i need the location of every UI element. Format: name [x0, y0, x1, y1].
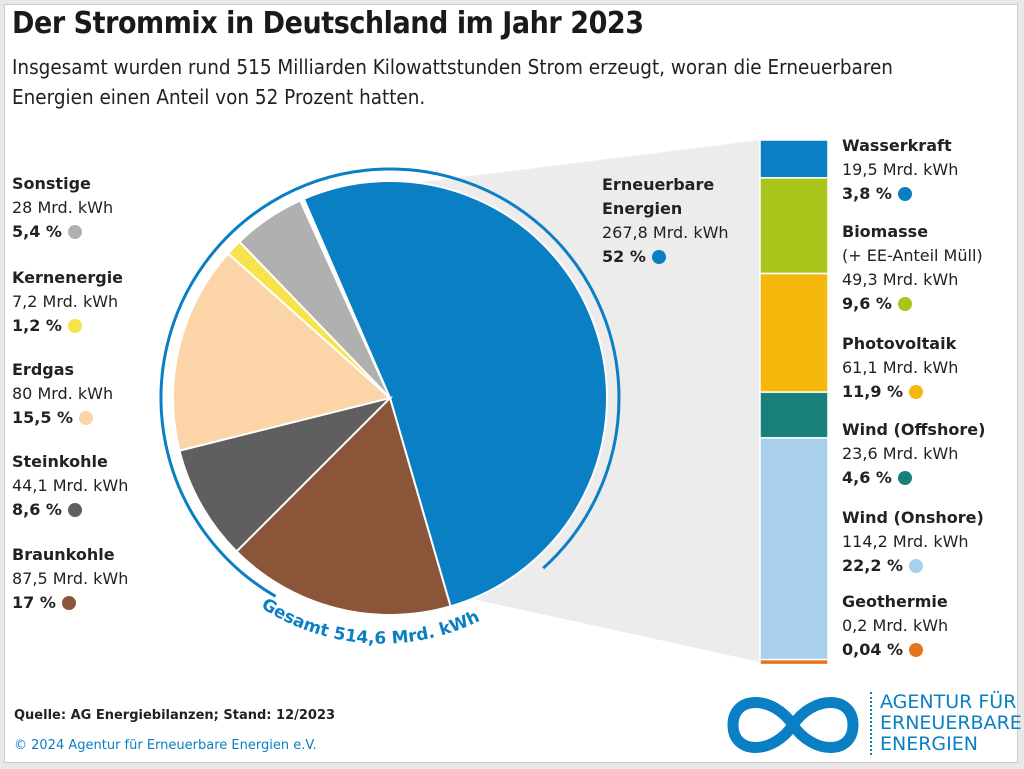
color-dot-icon	[651, 250, 666, 264]
infinity-logo-icon	[727, 697, 859, 753]
legend-percent: 3,8 %	[842, 184, 892, 203]
legend-percent: 22,2 %	[842, 556, 904, 575]
legend-value: 23,6 Mrd. kWh	[842, 444, 959, 463]
legend-percent: 11,9 %	[842, 382, 904, 401]
color-dot-icon	[909, 643, 924, 657]
legend-value: 28 Mrd. kWh	[12, 198, 114, 217]
legend-percent: 5,4 %	[12, 222, 62, 241]
color-dot-icon	[61, 596, 76, 610]
color-dot-icon	[909, 559, 924, 573]
legend-name: Braunkohle	[12, 545, 115, 564]
bar-segment-photovoltaik	[759, 272, 829, 393]
legend-value: 49,3 Mrd. kWh	[842, 270, 959, 289]
legend-percent: 17 %	[12, 593, 56, 612]
logo-text: AGENTUR FÜR ERNEUERBARE ENERGIEN	[870, 692, 1022, 755]
legend-wind-onshore-: Wind (Onshore) 114,2 Mrd. kWh 22,2 %	[842, 506, 984, 578]
pie-slice-steinkohle	[178, 396, 394, 553]
legend-percent: 1,2 %	[12, 316, 62, 335]
pie-slice-sonstige	[238, 199, 391, 399]
legend-biomasse: Biomasse (+ EE-Anteil Müll) 49,3 Mrd. kWh 9…	[842, 220, 983, 316]
legend-value: 0,2 Mrd. kWh	[842, 616, 949, 635]
legend-name: Biomasse	[842, 222, 929, 241]
legend-name: Steinkohle	[12, 452, 108, 471]
pie-slice-erdgas	[172, 252, 393, 452]
legend-name: Erneuerbare Energien	[602, 175, 715, 218]
bar-segment-wind-offshore-	[759, 391, 829, 439]
legend-braunkohle: Braunkohle 87,5 Mrd. kWh 17 %	[12, 543, 128, 615]
logo-line: ERNEUERBARE	[880, 712, 1022, 734]
source-note: Quelle: AG Energiebilanzen; Stand: 12/20…	[14, 708, 336, 723]
legend-wind-offshore-: Wind (Offshore) 23,6 Mrd. kWh 4,6 %	[842, 418, 985, 490]
color-dot-icon	[79, 411, 94, 425]
legend-value: 44,1 Mrd. kWh	[12, 476, 129, 495]
total-ring	[159, 167, 621, 598]
color-dot-icon	[897, 187, 912, 201]
bar-segment-geothermie	[759, 658, 829, 666]
legend-erdgas: Erdgas 80 Mrd. kWh 15,5 %	[12, 358, 113, 430]
bar-segment-wind-onshore-	[759, 437, 829, 661]
legend-geothermie: Geothermie 0,2 Mrd. kWh 0,04 %	[842, 590, 948, 662]
legend-value: 267,8 Mrd. kWh	[602, 223, 729, 242]
legend-percent: 9,6 %	[842, 294, 892, 313]
logo-line: AGENTUR FÜR	[880, 691, 1017, 713]
copyright-note: © 2024 Agentur für Erneuerbare Energien …	[14, 738, 317, 753]
legend-value: 61,1 Mrd. kWh	[842, 358, 959, 377]
legend-percent: 15,5 %	[12, 408, 74, 427]
legend-name: Wind (Offshore)	[842, 420, 986, 439]
color-dot-icon	[897, 471, 912, 485]
legend-note: (+ EE-Anteil Müll)	[842, 246, 983, 265]
chart-subtitle: Insgesamt wurden rund 515 Milliarden Kil…	[12, 55, 893, 109]
color-dot-icon	[67, 503, 82, 517]
color-dot-icon	[67, 225, 82, 239]
pie-slice-erneuerbare-energien	[302, 180, 608, 608]
bar-segment-biomasse	[759, 177, 829, 275]
legend-name: Photovoltaik	[842, 334, 957, 353]
legend-kernenergie: Kernenergie 7,2 Mrd. kWh 1,2 %	[12, 266, 123, 338]
legend-value: 87,5 Mrd. kWh	[12, 569, 129, 588]
legend-percent: 4,6 %	[842, 468, 892, 487]
color-dot-icon	[67, 319, 82, 333]
legend-photovoltaik: Photovoltaik 61,1 Mrd. kWh 11,9 %	[842, 332, 958, 404]
legend-sonstige: Sonstige 28 Mrd. kWh 5,4 %	[12, 172, 113, 244]
legend-name: Erdgas	[12, 360, 75, 379]
legend-value: 114,2 Mrd. kWh	[842, 532, 969, 551]
color-dot-icon	[909, 385, 924, 399]
legend-name: Kernenergie	[12, 268, 124, 287]
legend-percent: 52 %	[602, 247, 646, 266]
legend-name: Sonstige	[12, 174, 91, 193]
legend-percent: 8,6 %	[12, 500, 62, 519]
bar-segment-wasserkraft	[759, 139, 829, 179]
legend-name: Wind (Onshore)	[842, 508, 984, 527]
legend-name: Wasserkraft	[842, 136, 952, 155]
legend-name: Geothermie	[842, 592, 948, 611]
legend-steinkohle: Steinkohle 44,1 Mrd. kWh 8,6 %	[12, 450, 128, 522]
legend-percent: 0,04 %	[842, 640, 904, 659]
legend-value: 7,2 Mrd. kWh	[12, 292, 119, 311]
chart-title: Der Strommix in Deutschland im Jahr 2023	[12, 6, 644, 41]
legend-value: 80 Mrd. kWh	[12, 384, 114, 403]
color-dot-icon	[897, 297, 912, 311]
pie-slice-braunkohle	[235, 396, 452, 616]
legend-erneuerbare-energien: Erneuerbare Energien 267,8 Mrd. kWh 52 %	[602, 173, 762, 269]
logo-line: ENERGIEN	[880, 733, 978, 755]
legend-value: 19,5 Mrd. kWh	[842, 160, 959, 179]
legend-wasserkraft: Wasserkraft 19,5 Mrd. kWh 3,8 %	[842, 134, 958, 206]
